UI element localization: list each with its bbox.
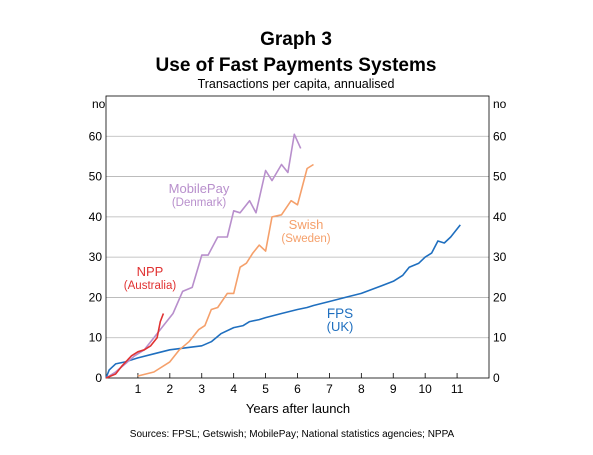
x-tick-label: 5 (262, 382, 269, 396)
gridlines (106, 135, 489, 339)
chart-subtitle: Transactions per capita, annualised (198, 77, 395, 91)
y-tick-label-left: 60 (89, 129, 103, 143)
series-sublabel-fps: (UK) (327, 319, 354, 334)
y-tick-label-left: 20 (89, 290, 103, 304)
x-tick-label: 11 (451, 382, 464, 396)
x-tick-label: 1 (135, 382, 142, 396)
x-tick-label: 4 (230, 382, 237, 396)
series-line-npp (105, 313, 165, 379)
x-tick-label: 2 (166, 382, 173, 396)
x-tick-label: 10 (418, 382, 432, 396)
series-sublabel-npp: (Australia) (124, 280, 177, 292)
series-label-fps: FPS (327, 306, 353, 321)
y-tick-label-right: 50 (493, 170, 507, 184)
series-sublabel-mobilepay: (Denmark) (172, 197, 226, 209)
y-tick-label-left: 30 (89, 250, 103, 264)
y-tick-label-left: 0 (95, 371, 102, 385)
series-lines (105, 133, 461, 379)
series-line-mobilepay (105, 133, 302, 379)
y-tick-label-left: 40 (89, 210, 103, 224)
x-axis-ticks: 1 2 3 4 5 6 7 8 9 10 11 (135, 373, 464, 396)
y-axis-ticks: 0 0 10 10 20 20 30 30 40 40 50 50 60 60 (89, 129, 507, 385)
series-label-npp: NPP (137, 264, 164, 279)
x-axis-label: Years after launch (246, 401, 350, 416)
series-labels: FPS(UK) Swish(Sweden) MobilePay(Denmark) NP… (124, 181, 354, 334)
series-label-swish: Swish (289, 217, 324, 232)
y-tick-label-right: 20 (493, 290, 507, 304)
right-unit-label: no (493, 97, 507, 111)
series-label-mobilepay: MobilePay (169, 181, 230, 196)
y-tick-label-right: 0 (493, 371, 500, 385)
y-tick-label-left: 50 (89, 170, 103, 184)
x-tick-label: 3 (198, 382, 205, 396)
y-tick-label-right: 60 (493, 129, 507, 143)
y-tick-label-left: 10 (89, 331, 103, 345)
x-tick-label: 8 (358, 382, 365, 396)
y-tick-label-right: 40 (493, 210, 507, 224)
chart-title-line1: Graph 3 (260, 29, 332, 50)
x-tick-label: 6 (294, 382, 301, 396)
x-tick-label: 9 (390, 382, 397, 396)
y-tick-label-right: 30 (493, 250, 507, 264)
source-note: Sources: FPSL; Getswish; MobilePay; Nati… (130, 429, 455, 440)
x-tick-label: 7 (326, 382, 333, 396)
series-line-swish (137, 163, 314, 377)
chart-title-line2: Use of Fast Payments Systems (156, 55, 437, 76)
series-line-fps (105, 224, 461, 379)
left-unit-label: no (92, 97, 106, 111)
series-sublabel-swish: (Sweden) (281, 233, 330, 245)
y-tick-label-right: 10 (493, 331, 507, 345)
